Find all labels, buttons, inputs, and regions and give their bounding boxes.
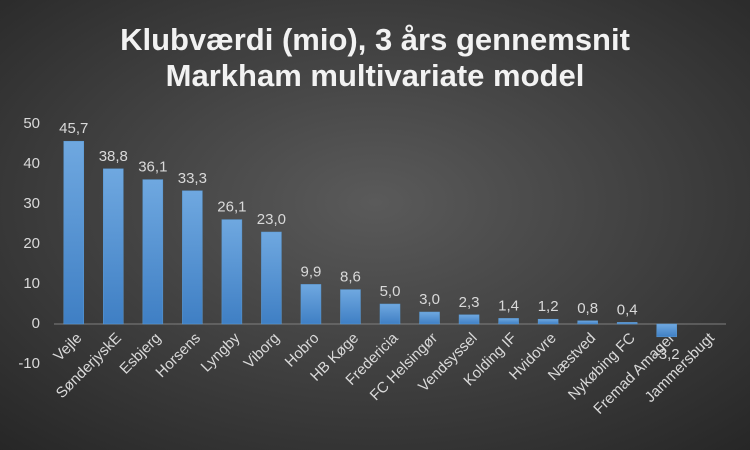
- value-label: 0,8: [577, 300, 598, 317]
- bar: [419, 311, 440, 325]
- y-tick-label: 10: [23, 275, 40, 292]
- bar: [537, 318, 559, 325]
- y-tick-label: 30: [23, 195, 40, 212]
- bar: [616, 322, 638, 325]
- value-label: 38,8: [99, 148, 128, 165]
- bar: [498, 318, 519, 325]
- bar: [300, 284, 322, 325]
- bar: [379, 303, 401, 325]
- value-label: 45,7: [59, 120, 88, 137]
- chart-title: Klubværdi (mio), 3 års gennemsnit: [120, 22, 630, 57]
- y-tick-label: 20: [23, 235, 40, 252]
- y-tick-label: -10: [18, 355, 40, 372]
- value-label: 3,0: [419, 291, 440, 308]
- value-label: 0,4: [617, 301, 638, 318]
- value-label: 23,0: [257, 211, 286, 228]
- bar: [656, 323, 677, 338]
- y-tick-label: 50: [23, 115, 40, 132]
- bar: [142, 179, 164, 325]
- value-label: -3,2: [654, 346, 680, 363]
- value-label: 8,6: [340, 269, 361, 286]
- value-label: 33,3: [178, 170, 207, 187]
- bar: [458, 314, 480, 325]
- value-label: 36,1: [138, 159, 167, 176]
- value-label: 2,3: [459, 294, 480, 311]
- value-label: 26,1: [217, 199, 246, 216]
- bar: [340, 289, 361, 325]
- bar: [221, 219, 243, 325]
- value-label: 1,4: [498, 297, 519, 314]
- bar: [182, 190, 203, 325]
- value-label: 9,9: [301, 263, 322, 280]
- y-tick-label: 40: [23, 155, 40, 172]
- bar: [63, 140, 85, 325]
- chart-subtitle: Markham multivariate model: [166, 58, 585, 93]
- bar: [577, 320, 598, 325]
- bar: [261, 231, 282, 325]
- value-label: 5,0: [380, 283, 401, 300]
- y-tick-label: 0: [32, 315, 40, 332]
- value-label: 1,2: [538, 298, 559, 315]
- bar: [103, 168, 124, 325]
